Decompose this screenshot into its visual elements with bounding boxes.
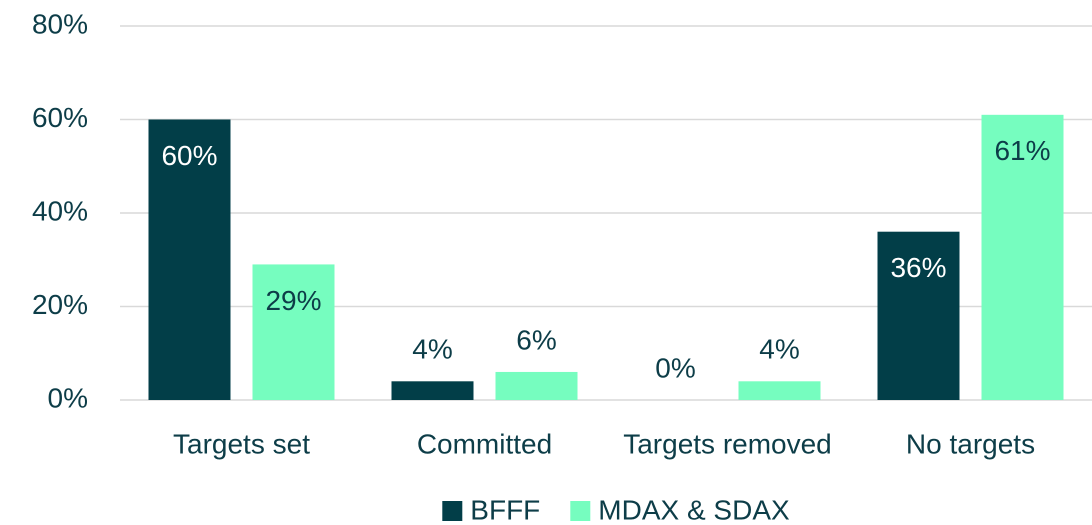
bar xyxy=(981,114,1064,400)
bar xyxy=(148,119,231,400)
data-label: 61% xyxy=(994,135,1050,166)
y-tick-label: 60% xyxy=(32,102,88,133)
bar xyxy=(738,381,821,400)
legend-swatch xyxy=(570,501,591,521)
y-tick-label: 80% xyxy=(32,8,88,39)
x-tick-label: Targets removed xyxy=(623,428,832,459)
y-tick-label: 20% xyxy=(32,289,88,320)
data-label: 6% xyxy=(516,324,556,355)
x-tick-label: No targets xyxy=(906,428,1035,459)
bar xyxy=(495,371,578,400)
data-label: 0% xyxy=(655,352,695,383)
bar xyxy=(391,381,474,400)
legend-label: MDAX & SDAX xyxy=(598,494,790,525)
data-label: 36% xyxy=(890,252,946,283)
data-label: 4% xyxy=(759,334,799,365)
bar xyxy=(877,231,960,400)
legend-swatch xyxy=(442,501,463,521)
data-label: 29% xyxy=(265,285,321,316)
x-tick-label: Targets set xyxy=(173,428,310,459)
x-tick-label: Committed xyxy=(417,428,552,459)
data-label: 60% xyxy=(161,140,217,171)
y-tick-label: 40% xyxy=(32,195,88,226)
legend-label: BFFF xyxy=(470,494,540,525)
data-label: 4% xyxy=(412,334,452,365)
bar xyxy=(252,264,335,400)
y-tick-label: 0% xyxy=(48,382,88,413)
